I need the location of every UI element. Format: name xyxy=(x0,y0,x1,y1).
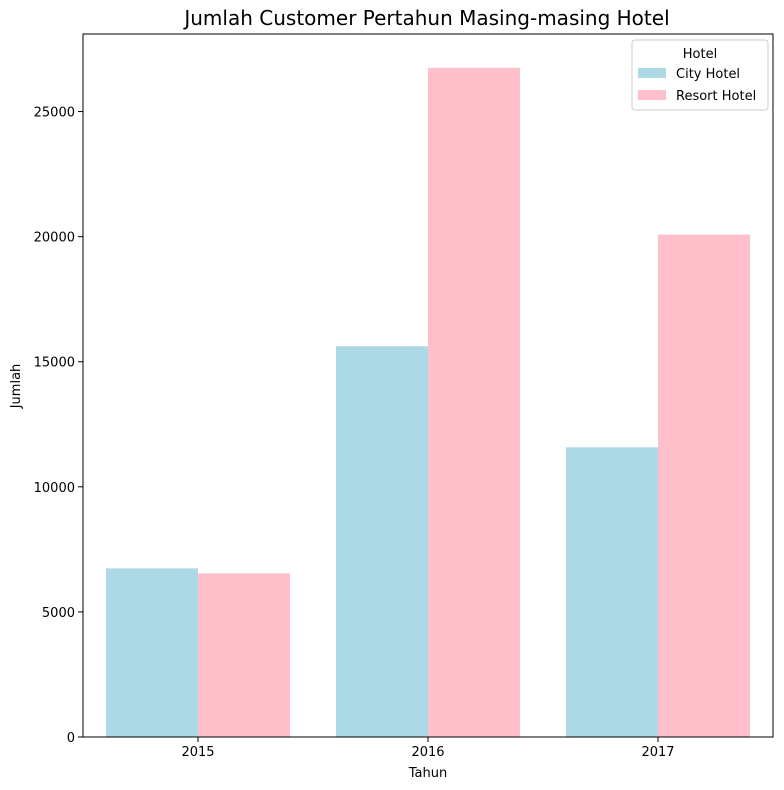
legend-label-city-hotel: City Hotel xyxy=(676,67,740,82)
bars-group xyxy=(106,67,750,737)
x-tick-label: 2017 xyxy=(641,745,674,760)
y-tick-label: 20000 xyxy=(34,231,75,246)
legend: Hotel City Hotel Resort Hotel xyxy=(631,39,769,111)
chart-title: Jumlah Customer Pertahun Masing-masing H… xyxy=(182,6,669,30)
x-tick-label: 2015 xyxy=(181,745,214,760)
bar-resort-hotel-2017 xyxy=(658,234,750,737)
x-axis-label: Tahun xyxy=(408,766,447,781)
legend-label-resort-hotel: Resort Hotel xyxy=(676,89,756,104)
bar-resort-hotel-2016 xyxy=(428,67,520,737)
bar-city-hotel-2016 xyxy=(336,346,428,737)
bar-city-hotel-2015 xyxy=(106,568,198,737)
y-tick-label: 0 xyxy=(67,731,75,746)
y-tick-label: 5000 xyxy=(42,606,75,621)
x-tick-label: 2016 xyxy=(411,745,444,760)
bar-city-hotel-2017 xyxy=(566,447,658,737)
y-axis-label: Jumlah xyxy=(9,364,24,410)
bar-resort-hotel-2015 xyxy=(198,573,290,737)
legend-swatch-resort-hotel xyxy=(638,90,666,100)
legend-swatch-city-hotel xyxy=(638,68,666,78)
y-axis: 0 5000 10000 15000 20000 25000 xyxy=(34,106,83,746)
y-tick-label: 15000 xyxy=(34,356,75,371)
plot-frame xyxy=(82,33,774,738)
y-tick-label: 25000 xyxy=(34,106,75,121)
y-tick-label: 10000 xyxy=(34,481,75,496)
legend-title: Hotel xyxy=(683,47,717,62)
x-axis: 2015 2016 2017 xyxy=(181,737,675,760)
